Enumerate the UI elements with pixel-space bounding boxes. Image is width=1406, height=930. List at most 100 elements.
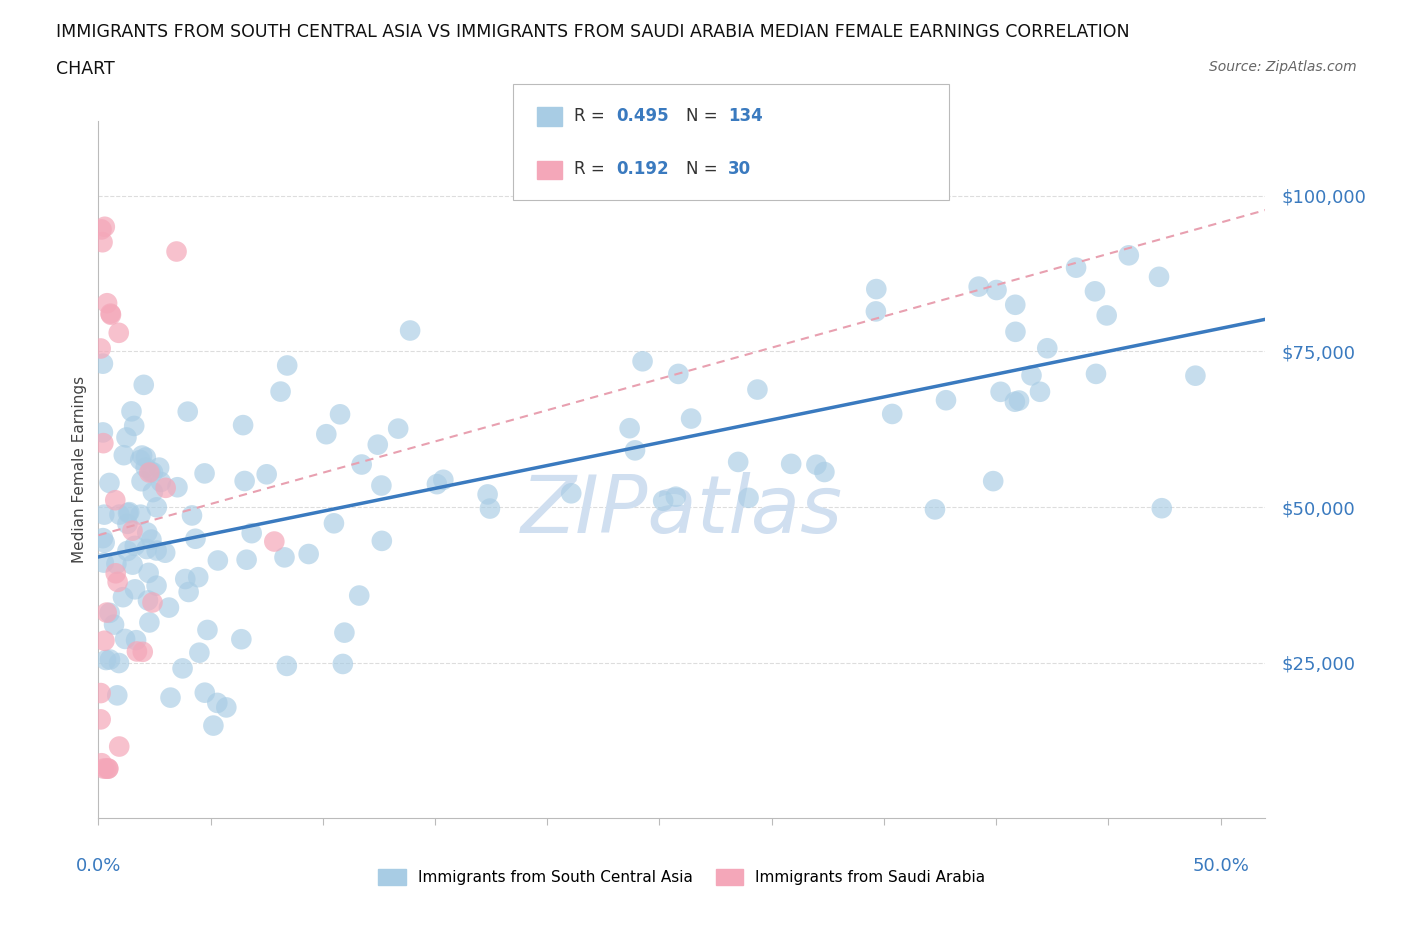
Point xyxy=(370,478,392,493)
Point xyxy=(177,585,200,600)
Point xyxy=(108,656,131,671)
Point xyxy=(145,543,167,558)
Point xyxy=(93,535,115,550)
Point xyxy=(90,341,112,356)
Point xyxy=(298,547,321,562)
Point xyxy=(332,657,354,671)
Point xyxy=(215,700,238,715)
Point xyxy=(125,632,148,647)
Point xyxy=(188,645,211,660)
Point xyxy=(560,485,582,500)
Text: 30: 30 xyxy=(728,160,751,178)
Point xyxy=(94,653,117,668)
Text: 0.0%: 0.0% xyxy=(76,857,121,875)
Point xyxy=(1029,384,1052,399)
Text: R =: R = xyxy=(574,107,610,125)
Text: N =: N = xyxy=(686,107,723,125)
Point xyxy=(115,430,138,445)
Point xyxy=(276,658,298,673)
Point xyxy=(270,384,292,399)
Point xyxy=(399,323,422,338)
Point xyxy=(117,543,139,558)
Point xyxy=(172,661,194,676)
Point xyxy=(1095,308,1118,323)
Point xyxy=(135,460,157,475)
Point xyxy=(666,366,689,381)
Text: 50.0%: 50.0% xyxy=(1192,857,1249,875)
Point xyxy=(231,631,253,646)
Text: Source: ZipAtlas.com: Source: ZipAtlas.com xyxy=(1209,60,1357,74)
Point xyxy=(202,718,225,733)
Text: N =: N = xyxy=(686,160,723,178)
Point xyxy=(780,457,803,472)
Point xyxy=(187,570,209,585)
Text: CHART: CHART xyxy=(56,60,115,78)
Point xyxy=(347,588,370,603)
Point xyxy=(981,473,1004,488)
Point xyxy=(166,244,188,259)
Point xyxy=(118,505,141,520)
Point xyxy=(107,326,129,340)
Point xyxy=(865,282,887,297)
Point xyxy=(235,552,257,567)
Point xyxy=(727,455,749,470)
Point xyxy=(91,531,114,546)
Point xyxy=(387,421,409,436)
Point xyxy=(142,485,165,499)
Point xyxy=(108,507,131,522)
Point xyxy=(100,306,122,321)
Point xyxy=(478,501,501,516)
Point xyxy=(121,557,143,572)
Point xyxy=(132,378,155,392)
Point xyxy=(232,418,254,432)
Point xyxy=(105,556,128,571)
Point xyxy=(1184,368,1206,383)
Point xyxy=(107,575,129,590)
Point xyxy=(146,500,169,515)
Point xyxy=(114,631,136,646)
Point xyxy=(263,534,285,549)
Point xyxy=(273,550,295,565)
Point xyxy=(1064,260,1087,275)
Point xyxy=(233,473,256,488)
Point xyxy=(93,436,115,451)
Point xyxy=(1085,366,1108,381)
Point xyxy=(806,458,828,472)
Point xyxy=(1004,394,1026,409)
Point xyxy=(91,356,114,371)
Point xyxy=(148,460,170,475)
Point xyxy=(1004,325,1026,339)
Point xyxy=(108,739,131,754)
Point xyxy=(935,392,957,407)
Point xyxy=(117,506,139,521)
Point xyxy=(131,448,153,463)
Point xyxy=(138,615,160,630)
Point xyxy=(276,358,298,373)
Point xyxy=(104,493,127,508)
Point xyxy=(177,405,200,419)
Point xyxy=(240,525,263,540)
Point xyxy=(1021,368,1043,383)
Point xyxy=(93,761,115,776)
Point xyxy=(97,761,120,776)
Point xyxy=(1150,500,1173,515)
Point xyxy=(747,382,769,397)
Point xyxy=(145,578,167,593)
Point xyxy=(1084,284,1107,299)
Point xyxy=(426,477,449,492)
Point xyxy=(93,555,115,570)
Point xyxy=(90,756,112,771)
Point xyxy=(125,644,148,658)
Point xyxy=(882,406,904,421)
Point xyxy=(93,633,115,648)
Point xyxy=(132,644,155,659)
Point xyxy=(103,618,125,632)
Point xyxy=(350,457,373,472)
Point xyxy=(367,437,389,452)
Point xyxy=(122,418,145,433)
Y-axis label: Median Female Earnings: Median Female Earnings xyxy=(72,376,87,564)
Point xyxy=(135,450,157,465)
Point xyxy=(91,234,114,249)
Point xyxy=(135,541,157,556)
Point xyxy=(865,304,887,319)
